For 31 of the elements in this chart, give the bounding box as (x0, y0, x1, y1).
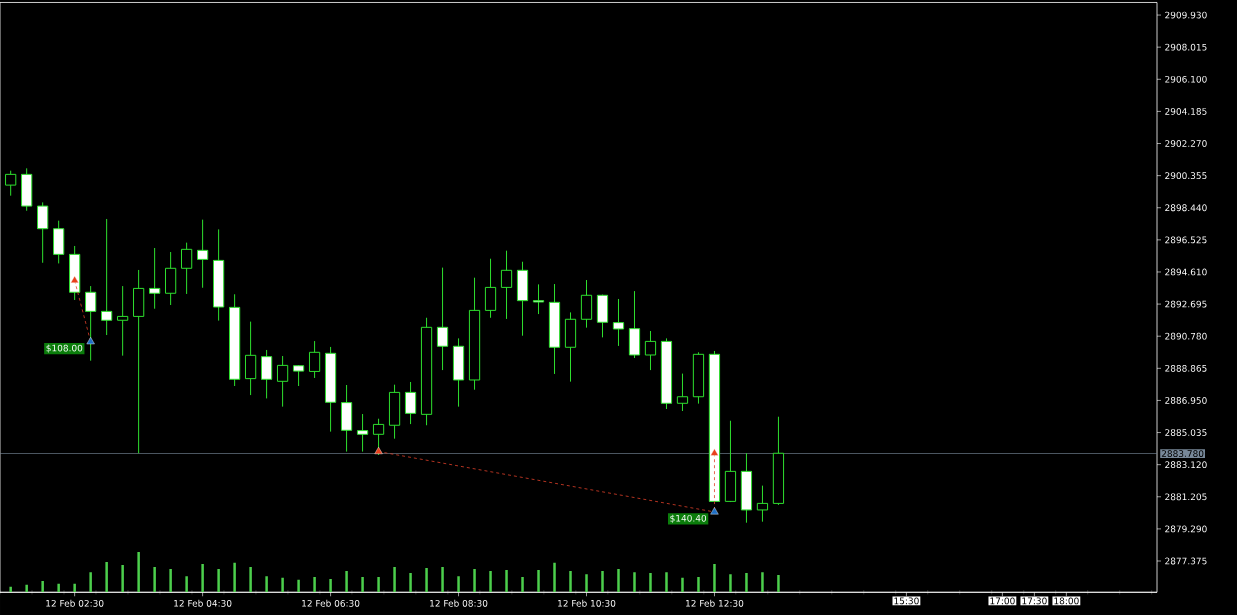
y-tick-label: 2902.270 (1165, 140, 1207, 147)
y-tick-label: 2879.290 (1165, 525, 1207, 533)
x-tick-label: 18:00 (1054, 597, 1079, 605)
y-tick-label: 2909.930 (1165, 11, 1207, 19)
x-tick-label: 12 Feb 08:30 (430, 599, 488, 607)
y-tick-label: 2898.440 (1165, 204, 1207, 212)
x-tick-label: 12 Feb 04:30 (174, 599, 232, 607)
y-tick-label: 2877.375 (1165, 557, 1207, 565)
annotation: $140.40 (670, 514, 707, 523)
x-tick-label: 15:30 (894, 597, 919, 605)
x-tick-label: 17:30 (1022, 597, 1047, 605)
annotation: $108.00 (46, 344, 83, 353)
y-tick-label: 2904.185 (1165, 108, 1207, 115)
x-tick-label: 12 Feb 02:30 (46, 599, 104, 607)
y-tick-label: 2890.780 (1165, 332, 1207, 340)
y-tick-label: 2906.100 (1165, 75, 1207, 83)
y-tick-label: 2892.695 (1165, 300, 1207, 308)
x-tick-label: 17:00 (990, 597, 1015, 605)
y-tick-label: 2900.355 (1165, 172, 1207, 180)
y-tick-label: 2886.950 (1165, 397, 1207, 404)
x-tick-label: 12 Feb 12:30 (686, 599, 744, 607)
y-tick-label: 2894.610 (1165, 268, 1207, 276)
y-tick-label: 2896.525 (1165, 236, 1207, 244)
y-tick-label: 2883.120 (1165, 461, 1207, 469)
y-tick-label: 2885.035 (1165, 429, 1207, 436)
y-tick-label: 2908.015 (1165, 43, 1207, 51)
ref-line-label: 2883.780 (1161, 450, 1204, 457)
y-tick-label: 2888.865 (1165, 364, 1207, 372)
y-tick-label: 2881.205 (1165, 493, 1207, 501)
x-tick-label: 12 Feb 06:30 (302, 599, 360, 607)
x-tick-label: 12 Feb 10:30 (558, 599, 616, 607)
